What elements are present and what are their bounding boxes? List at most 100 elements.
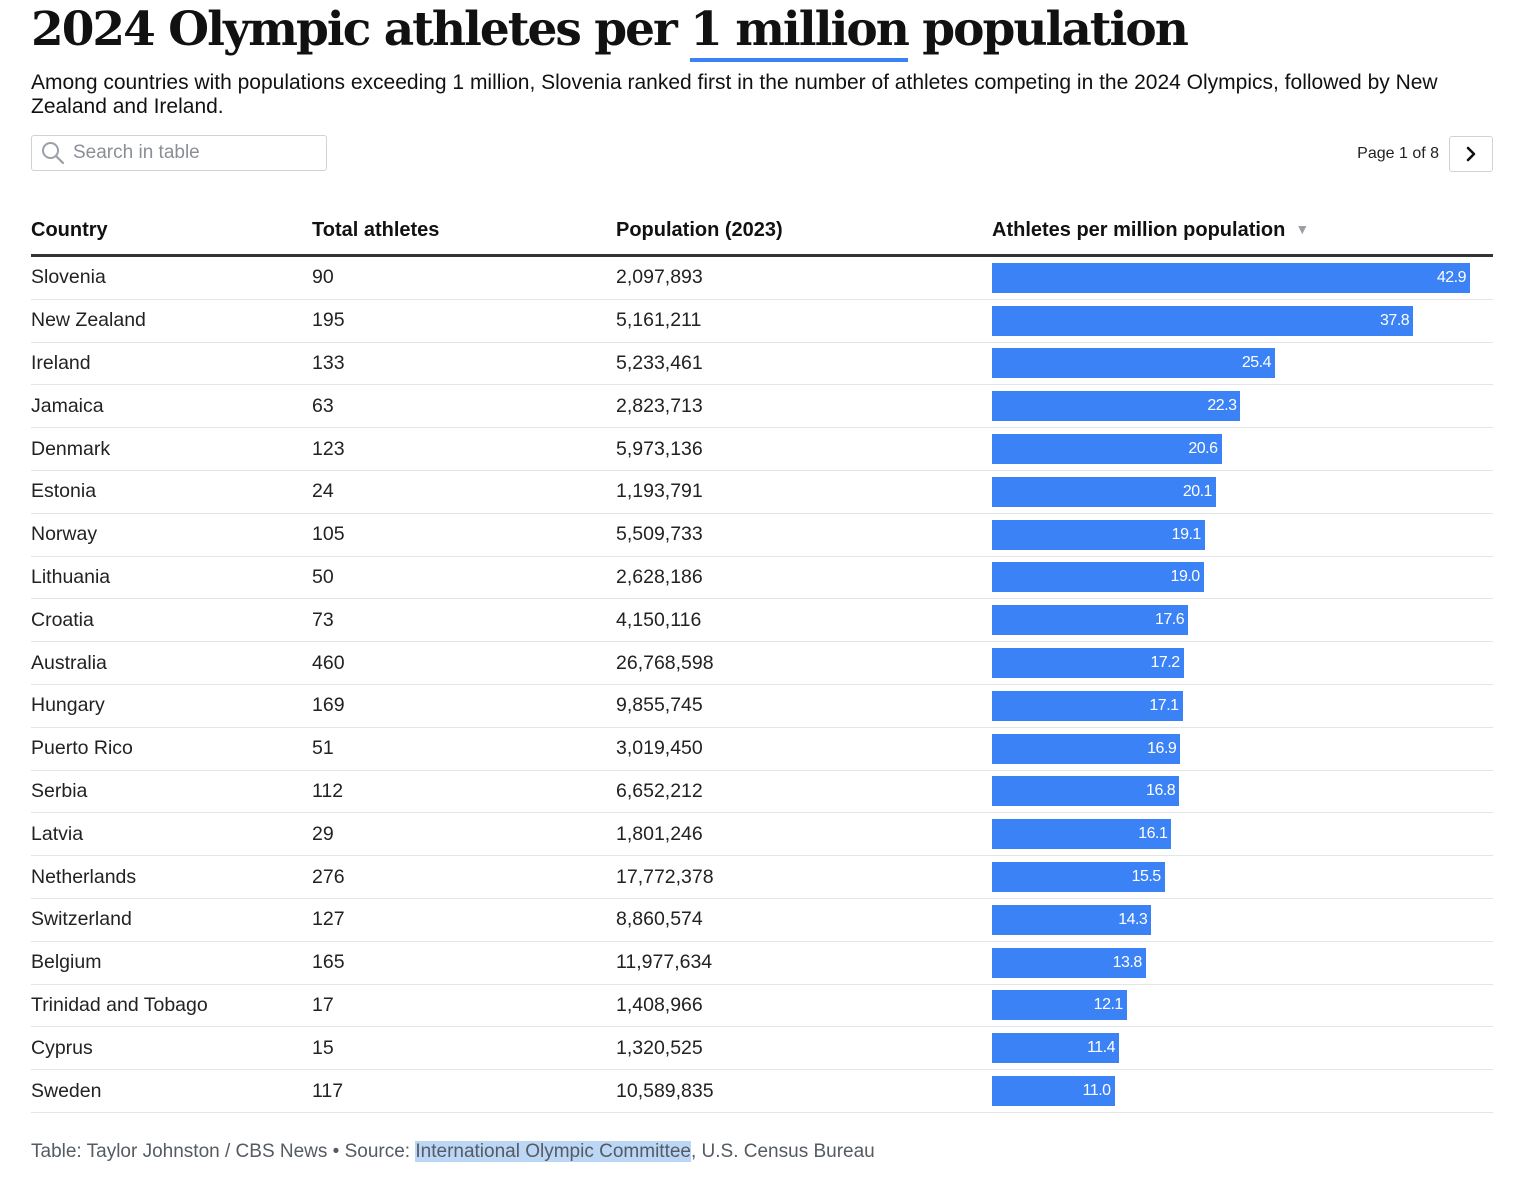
bar-value-label: 25.4 (1241, 354, 1272, 372)
cell-country: Latvia (31, 812, 312, 857)
column-header-label: Athletes per million population (992, 218, 1286, 241)
cell-population: 26,768,598 (616, 641, 992, 685)
bar-value-label: 42.9 (1436, 268, 1467, 286)
table-row: Latvia 29 1,801,246 16.1 (31, 812, 1493, 857)
search-input[interactable] (71, 141, 315, 165)
cell-population: 11,977,634 (616, 941, 992, 985)
table-row: Lithuania 50 2,628,186 19.0 (31, 556, 1493, 600)
bar-value-label: 16.1 (1138, 825, 1168, 843)
cell-per-million: 15.5 (992, 855, 1493, 899)
table-row: Ireland 133 5,233,461 25.4 (31, 342, 1493, 386)
column-header-per-million[interactable]: Athletes per million population ▼ (992, 206, 1493, 257)
credit-suffix: , U.S. Census Bureau (690, 1141, 875, 1162)
value-bar: 16.9 (992, 733, 1181, 764)
cell-total-athletes: 127 (312, 898, 616, 942)
column-header-athletes[interactable]: Total athletes (312, 206, 616, 257)
cell-total-athletes: 90 (312, 255, 616, 300)
cell-total-athletes: 276 (312, 855, 616, 899)
value-bar: 19.0 (992, 562, 1204, 593)
value-bar: 20.6 (992, 434, 1222, 465)
table-row: Denmark 123 5,973,136 20.6 (31, 427, 1493, 471)
cell-population: 4,150,116 (616, 598, 992, 643)
cell-country: Netherlands (31, 855, 312, 899)
cell-country: Jamaica (31, 384, 312, 429)
cell-country: Australia (31, 641, 312, 685)
table-row: Trinidad and Tobago 17 1,408,966 12.1 (31, 984, 1493, 1028)
table-row: Norway 105 5,509,733 19.1 (31, 513, 1493, 557)
cell-total-athletes: 29 (312, 812, 616, 857)
page-subtitle: Among countries with populations exceedi… (31, 71, 1438, 118)
cell-per-million: 19.1 (992, 513, 1493, 557)
cell-per-million: 11.0 (992, 1069, 1493, 1113)
cell-population: 3,019,450 (616, 727, 992, 771)
table-row: New Zealand 195 5,161,211 37.8 (31, 299, 1493, 343)
cell-country: Slovenia (31, 255, 312, 300)
cell-population: 8,860,574 (616, 898, 992, 942)
column-header-label: Population (2023) (616, 218, 783, 241)
value-bar: 17.6 (992, 605, 1189, 636)
cell-population: 10,589,835 (616, 1069, 992, 1113)
bar-value-label: 16.8 (1146, 782, 1176, 800)
table-row: Netherlands 276 17,772,378 15.5 (31, 855, 1493, 899)
cell-per-million: 17.6 (992, 598, 1493, 643)
cell-country: Croatia (31, 598, 312, 643)
value-bar: 14.3 (992, 904, 1152, 935)
value-bar: 17.2 (992, 648, 1184, 679)
cell-total-athletes: 105 (312, 513, 616, 557)
cell-per-million: 17.2 (992, 641, 1493, 685)
cell-per-million: 20.6 (992, 427, 1493, 471)
value-bar: 15.5 (992, 862, 1165, 893)
table-body: Slovenia 90 2,097,893 42.9 New Zealand 195 5,1… (31, 255, 1493, 1113)
cell-total-athletes: 73 (312, 598, 616, 643)
bar-value-label: 17.1 (1149, 696, 1179, 714)
cell-per-million: 13.8 (992, 941, 1493, 985)
cell-country: Switzerland (31, 898, 312, 942)
cell-total-athletes: 195 (312, 299, 616, 343)
search-box[interactable] (31, 135, 327, 171)
cell-population: 5,973,136 (616, 427, 992, 471)
next-page-button[interactable] (1449, 135, 1493, 172)
cell-total-athletes: 112 (312, 770, 616, 814)
table-row: Serbia 112 6,652,212 16.8 (31, 770, 1493, 814)
cell-per-million: 20.1 (992, 470, 1493, 514)
cell-country: Puerto Rico (31, 727, 312, 771)
value-bar: 25.4 (992, 348, 1275, 379)
credit-prefix: Table: Taylor Johnston / CBS News • Sour… (31, 1141, 416, 1162)
value-bar: 17.1 (992, 690, 1183, 721)
cell-population: 17,772,378 (616, 855, 992, 899)
cell-country: Denmark (31, 427, 312, 471)
cell-population: 6,652,212 (616, 770, 992, 814)
cell-population: 2,628,186 (616, 556, 992, 600)
chevron-right-icon (1466, 146, 1476, 161)
cell-population: 2,097,893 (616, 255, 992, 300)
title-highlight: 1 million (690, 2, 910, 62)
column-header-label: Total athletes (312, 218, 440, 241)
bar-value-label: 12.1 (1093, 996, 1124, 1014)
bar-value-label: 16.9 (1147, 739, 1177, 757)
cell-population: 2,823,713 (616, 384, 992, 429)
cell-total-athletes: 133 (312, 342, 616, 386)
source-credit: Table: Taylor Johnston / CBS News • Sour… (31, 1141, 875, 1163)
cell-population: 5,233,461 (616, 342, 992, 386)
table-row: Sweden 117 10,589,835 11.0 (31, 1069, 1493, 1113)
cell-per-million: 22.3 (992, 384, 1493, 429)
table-row: Jamaica 63 2,823,713 22.3 (31, 384, 1493, 429)
value-bar: 20.1 (992, 476, 1216, 507)
bar-value-label: 20.6 (1188, 440, 1218, 458)
column-header-label: Country (31, 218, 108, 241)
bar-value-label: 15.5 (1131, 868, 1162, 886)
table-row: Slovenia 90 2,097,893 42.9 (31, 255, 1493, 300)
cell-total-athletes: 15 (312, 1026, 616, 1071)
column-header-country[interactable]: Country (31, 206, 312, 257)
cell-total-athletes: 51 (312, 727, 616, 771)
bar-value-label: 20.1 (1182, 482, 1213, 500)
column-header-population[interactable]: Population (2023) (616, 206, 992, 257)
data-table: Country Total athletes Population (2023)… (31, 206, 1493, 1113)
source-link-ioc[interactable]: International Olympic Committee (415, 1141, 691, 1162)
cell-country: Hungary (31, 684, 312, 728)
bar-value-label: 22.3 (1207, 397, 1237, 415)
cell-per-million: 19.0 (992, 556, 1493, 600)
table-row: Cyprus 15 1,320,525 11.4 (31, 1026, 1493, 1071)
cell-total-athletes: 63 (312, 384, 616, 429)
bar-value-label: 13.8 (1112, 953, 1143, 971)
